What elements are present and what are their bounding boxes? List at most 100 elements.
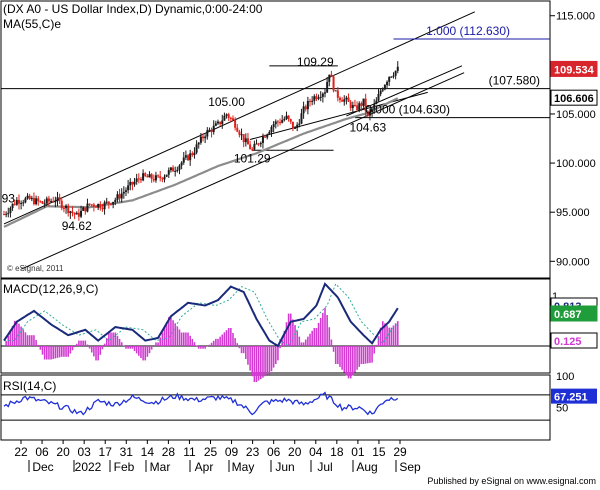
- price-bar: [345, 95, 348, 105]
- bar-body: [92, 204, 95, 207]
- price-bar: [296, 122, 299, 132]
- month-label: Jul: [317, 460, 332, 474]
- bar-body: [28, 195, 31, 200]
- price-bar: [315, 93, 318, 102]
- price-bar: [214, 120, 217, 127]
- hist-value-tag-box: [550, 332, 598, 349]
- bar-body: [294, 127, 297, 129]
- price-bar: [161, 177, 164, 183]
- price-bar: [5, 211, 8, 218]
- ma-value-tag: 106.606: [554, 93, 594, 105]
- price-bar: [283, 116, 286, 122]
- last-price-tag-box: [550, 60, 598, 77]
- month-label: Jun: [275, 460, 294, 474]
- bar-body: [58, 197, 61, 201]
- x-tick-label: 06: [267, 445, 281, 459]
- bar-body: [291, 121, 294, 129]
- bar-body: [396, 66, 399, 71]
- bar-body: [204, 136, 207, 139]
- price-bar: [187, 154, 190, 161]
- bar-body: [259, 142, 262, 145]
- bar-body: [65, 205, 68, 209]
- bar-body: [137, 178, 140, 180]
- bar-body: [336, 90, 339, 98]
- price-bar: [32, 192, 35, 206]
- bar-body: [182, 157, 185, 163]
- bar-body: [309, 100, 312, 102]
- price-bar: [17, 194, 20, 210]
- price-bar: [332, 75, 335, 93]
- bar-body: [381, 89, 384, 91]
- bar-body: [388, 76, 391, 82]
- price-bar: [377, 88, 380, 102]
- price-bar: [50, 198, 53, 203]
- rsi-layer: [1, 391, 550, 421]
- bar-body: [22, 202, 25, 204]
- price-bar: [30, 195, 33, 202]
- rsi-value-tag: 67.251: [554, 392, 588, 404]
- price-bar: [82, 206, 85, 212]
- bar-body: [120, 193, 123, 199]
- price-bar: [221, 114, 224, 129]
- trend-line: [249, 91, 428, 140]
- bar-body: [169, 167, 172, 171]
- month-label: May: [232, 460, 255, 474]
- bar-body: [73, 212, 76, 215]
- bar-body: [270, 127, 273, 133]
- month-label: Feb: [114, 460, 135, 474]
- bar-body: [281, 120, 284, 123]
- bar-body: [315, 96, 318, 99]
- bar-body: [180, 162, 183, 166]
- price-bar: [43, 199, 46, 208]
- bar-body: [206, 130, 209, 137]
- bar-body: [261, 136, 264, 143]
- price-bar: [77, 208, 80, 221]
- price-bar: [289, 118, 292, 125]
- rsi-tick-label: 100: [556, 371, 574, 383]
- bar-body: [341, 100, 344, 102]
- bar-body: [321, 93, 324, 97]
- bar-body: [9, 207, 12, 213]
- price-bar: [358, 101, 361, 113]
- ma-value-tag-box: [550, 89, 598, 106]
- hist-value-tag: 0.125: [554, 336, 582, 348]
- price-bar: [118, 188, 121, 203]
- price-bar: [101, 203, 104, 212]
- rsi-tick-label: 50: [556, 403, 568, 415]
- price-bar: [139, 176, 142, 184]
- bar-body: [69, 211, 72, 214]
- bar-body: [105, 201, 108, 203]
- price-bar: [309, 98, 312, 107]
- price-bar: [110, 203, 112, 206]
- price-bar: [124, 187, 127, 197]
- bar-body: [199, 136, 202, 143]
- price-bar: [386, 80, 389, 88]
- price-annotation: 94.62: [62, 219, 92, 233]
- price-bar: [75, 211, 78, 215]
- bar-body: [285, 115, 288, 119]
- price-bar: [274, 119, 277, 129]
- price-bar: [336, 87, 339, 102]
- price-bar: [212, 120, 215, 135]
- price-bar: [45, 196, 48, 206]
- bar-body: [159, 176, 162, 179]
- bar-body: [67, 205, 70, 214]
- signal-value-tag: 0.687: [554, 309, 582, 321]
- bar-body: [30, 197, 33, 200]
- x-tick-label: 14: [141, 445, 155, 459]
- bar-body: [195, 144, 198, 153]
- bar-body: [210, 129, 213, 133]
- price-bar: [54, 196, 57, 208]
- bar-body: [362, 98, 365, 106]
- bar-body: [242, 134, 245, 143]
- price-bar: [302, 101, 305, 119]
- price-bar: [152, 174, 155, 183]
- price-bar: [20, 200, 23, 210]
- price-bar: [364, 93, 367, 118]
- bar-body: [174, 170, 177, 172]
- bar-body: [390, 76, 393, 78]
- bar-body: [300, 113, 303, 124]
- price-bar: [294, 126, 297, 129]
- x-tick-label: 17: [99, 445, 113, 459]
- bar-body: [311, 100, 314, 102]
